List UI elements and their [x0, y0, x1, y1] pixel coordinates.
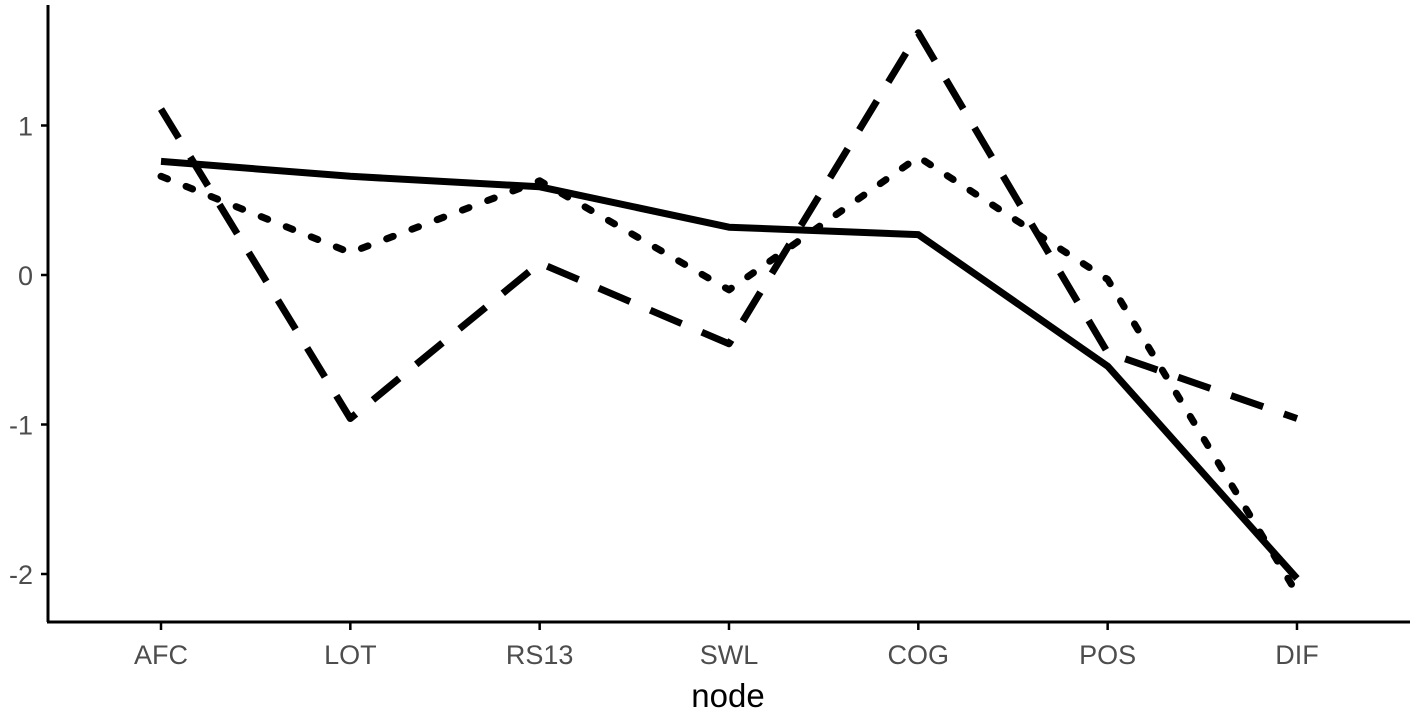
- x-tick-label-afc: AFC: [134, 640, 188, 670]
- series-line-solid: [160, 157, 1300, 581]
- y-axis-ticks: -2 -1 0 1: [9, 112, 48, 590]
- x-axis-title: node: [691, 677, 764, 714]
- x-tick-label-swl: SWL: [700, 640, 759, 670]
- series-line-dashed: [158, 29, 1299, 422]
- series-line-dotted: [157, 153, 1301, 597]
- x-tick-label-pos: POS: [1079, 640, 1136, 670]
- axes: [46, 5, 1410, 624]
- x-tick-label-cog: COG: [888, 640, 950, 670]
- y-tick-label: -1: [9, 411, 33, 441]
- x-axis-ticks: AFC LOT RS13 SWL COG POS DIF: [134, 622, 1319, 670]
- y-tick-label: 0: [18, 261, 33, 291]
- x-tick-label-lot: LOT: [324, 640, 377, 670]
- y-tick-label: 1: [18, 112, 33, 142]
- x-tick-label-dif: DIF: [1275, 640, 1319, 670]
- y-tick-label: -2: [9, 560, 33, 590]
- x-tick-label-rs13: RS13: [506, 640, 574, 670]
- series-layer: [157, 29, 1301, 597]
